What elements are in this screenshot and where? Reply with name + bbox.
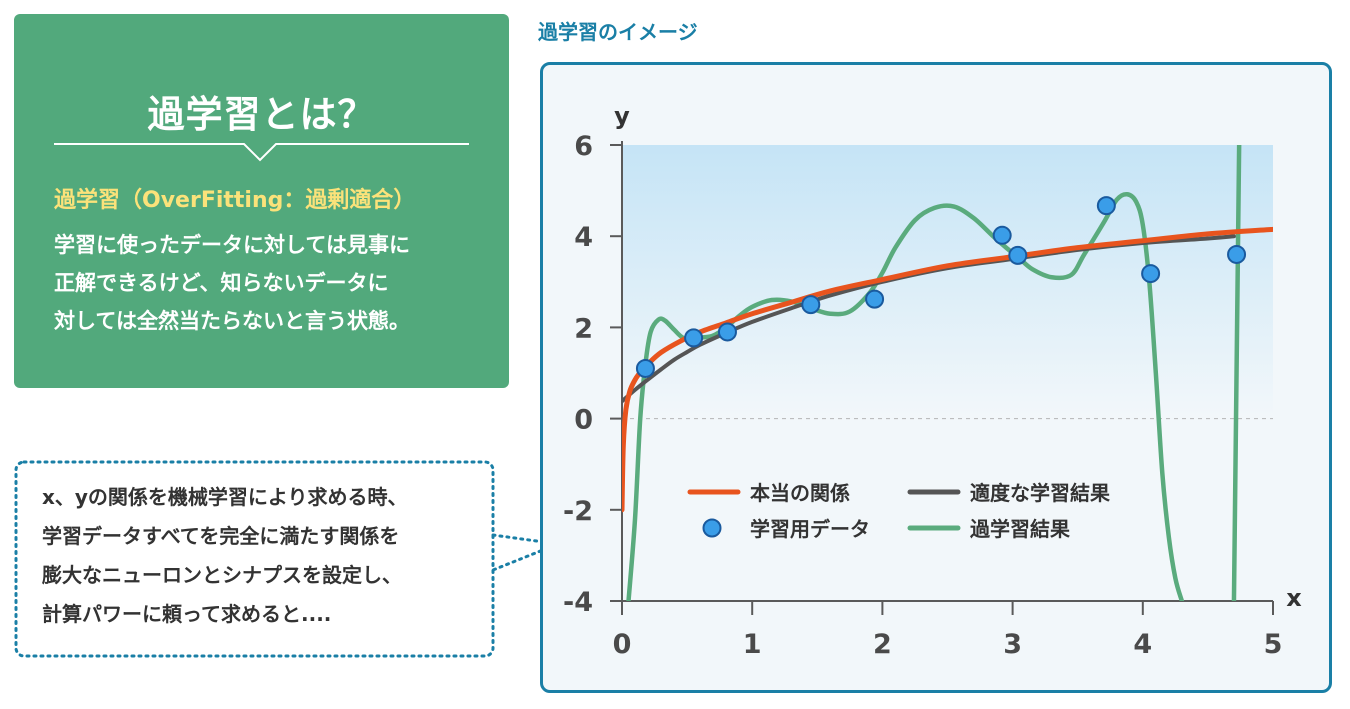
definition-subtitle: 過学習（OverFitting：過剰適合） [54, 188, 416, 213]
definition-panel: 過学習とは？ 過学習（OverFitting：過剰適合） 学習に使ったデータに対… [14, 14, 509, 388]
data-point [684, 328, 704, 348]
x-tick-label: 1 [743, 629, 762, 660]
x-tick-label: 2 [873, 629, 892, 660]
data-point [992, 225, 1012, 245]
legend-label-good: 適度な学習結果 [970, 481, 1110, 505]
data-point [865, 289, 885, 309]
x-axis-label: x [1286, 584, 1302, 612]
divider-arrow [54, 143, 469, 162]
legend-swatch-points [702, 518, 722, 538]
y-tick-label: 4 [574, 222, 593, 253]
y-tick-label: -4 [563, 587, 593, 618]
true-relation-line [622, 226, 1273, 513]
y-tick-label: -2 [563, 496, 593, 527]
chart-title: 過学習のイメージ [538, 20, 698, 44]
data-point [1141, 264, 1161, 284]
data-point [1227, 244, 1247, 264]
data-point [1096, 196, 1116, 216]
data-point [635, 358, 655, 378]
y-tick-label: 2 [574, 313, 593, 344]
definition-body: 学習に使ったデータに対しては見事に 正解できるけど、知らないデータに 対しては全… [54, 233, 410, 333]
note-text: x、yの関係を機械学習により求める時、 学習データすべてを完全に満たす関係を 膨… [42, 485, 408, 626]
data-point [717, 322, 737, 342]
plot-area [622, 145, 1273, 417]
overfit-line [626, 191, 1185, 601]
x-tick-label: 4 [1133, 629, 1152, 660]
legend-label-over: 過学習結果 [970, 517, 1070, 541]
y-axis-label: y [614, 102, 630, 130]
y-tick-label: 0 [574, 405, 593, 436]
overfit-line-tail [1231, 145, 1242, 601]
note-callout [14, 460, 564, 658]
x-tick-label: 5 [1264, 629, 1283, 660]
x-tick-label: 0 [613, 629, 632, 660]
data-point [1008, 245, 1028, 265]
x-tick-label: 3 [1003, 629, 1022, 660]
definition-title: 過学習とは？ [147, 93, 376, 136]
legend-label-points: 学習用データ [750, 517, 870, 541]
data-point [801, 295, 821, 315]
y-tick-label: 6 [574, 131, 593, 162]
legend-label-true: 本当の関係 [750, 481, 850, 505]
